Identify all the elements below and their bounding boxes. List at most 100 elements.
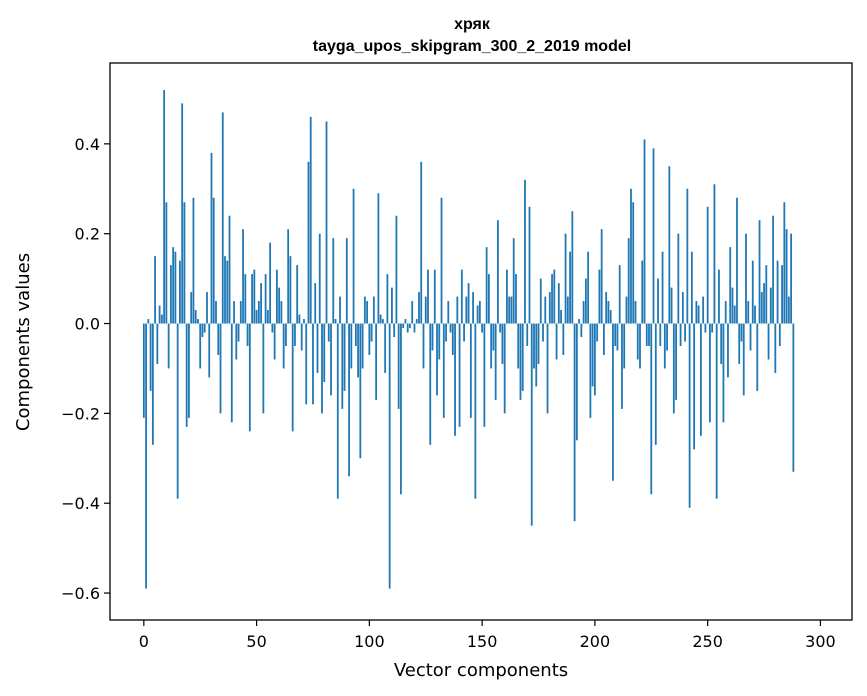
bar-165 bbox=[515, 274, 517, 324]
bar-94 bbox=[354, 323, 357, 346]
bar-256 bbox=[720, 323, 723, 364]
chart-subtitle: tayga_upos_skipgram_300_2_2019 model bbox=[313, 38, 631, 55]
bar-212 bbox=[621, 323, 623, 409]
bar-210 bbox=[616, 323, 619, 351]
y-tick-label: 0.4 bbox=[75, 135, 100, 154]
bar-285 bbox=[785, 229, 788, 324]
bar-14 bbox=[174, 251, 177, 324]
bar-53 bbox=[262, 323, 265, 414]
bar-194 bbox=[580, 323, 583, 338]
bar-63 bbox=[285, 323, 287, 346]
bar-277 bbox=[767, 323, 770, 360]
bar-287 bbox=[790, 233, 792, 324]
bar-188 bbox=[566, 296, 569, 324]
x-tick-label: 250 bbox=[692, 632, 723, 651]
bar-74 bbox=[309, 116, 312, 324]
bar-219 bbox=[636, 323, 639, 360]
bar-49 bbox=[253, 269, 256, 324]
bar-35 bbox=[221, 112, 224, 324]
bar-217 bbox=[632, 202, 635, 324]
bar-82 bbox=[327, 323, 330, 342]
bar-246 bbox=[697, 305, 700, 324]
bar-248 bbox=[702, 296, 705, 324]
bar-207 bbox=[609, 310, 612, 324]
bar-175 bbox=[537, 323, 540, 364]
bar-222 bbox=[643, 139, 646, 324]
bar-24 bbox=[197, 319, 199, 324]
bar-100 bbox=[368, 323, 371, 355]
bar-259 bbox=[727, 323, 729, 378]
bar-146 bbox=[472, 292, 474, 324]
bar-176 bbox=[539, 278, 542, 324]
bar-179 bbox=[546, 323, 549, 414]
bar-218 bbox=[634, 301, 637, 324]
plot-area-frame bbox=[109, 62, 853, 621]
bar-37 bbox=[226, 260, 229, 324]
bar-185 bbox=[560, 310, 562, 324]
bar-202 bbox=[598, 269, 601, 324]
bar-11 bbox=[167, 323, 170, 369]
y-tick-label: −0.2 bbox=[61, 404, 100, 423]
bar-91 bbox=[348, 323, 350, 477]
bar-27 bbox=[203, 323, 206, 333]
bar-109 bbox=[388, 323, 391, 589]
bar-162 bbox=[508, 296, 511, 324]
bar-1 bbox=[145, 323, 147, 589]
bar-235 bbox=[672, 323, 675, 414]
bar-157 bbox=[497, 220, 499, 324]
bar-77 bbox=[316, 323, 319, 373]
bar-20 bbox=[188, 323, 190, 418]
bar-183 bbox=[555, 323, 558, 360]
bar-288 bbox=[792, 323, 795, 472]
bar-76 bbox=[314, 283, 317, 324]
bar-36 bbox=[224, 256, 226, 324]
bar-240 bbox=[684, 323, 686, 342]
bar-4 bbox=[151, 323, 154, 445]
bar-147 bbox=[474, 323, 477, 499]
bar-170 bbox=[526, 323, 529, 346]
bar-166 bbox=[517, 323, 520, 369]
x-axis-label: Vector components bbox=[394, 660, 568, 681]
bar-245 bbox=[695, 301, 698, 324]
bar-26 bbox=[201, 323, 204, 338]
bar-211 bbox=[618, 265, 621, 324]
bar-278 bbox=[769, 287, 772, 324]
bar-88 bbox=[341, 323, 344, 409]
bar-75 bbox=[312, 323, 314, 405]
bar-99 bbox=[366, 301, 368, 324]
bar-233 bbox=[668, 166, 671, 324]
bar-58 bbox=[273, 323, 276, 360]
bar-199 bbox=[591, 323, 594, 387]
bar-230 bbox=[661, 251, 664, 324]
bar-12 bbox=[169, 265, 172, 324]
bar-257 bbox=[722, 323, 725, 423]
bar-155 bbox=[492, 323, 495, 351]
bar-124 bbox=[422, 323, 425, 369]
bar-250 bbox=[706, 206, 709, 324]
bar-126 bbox=[427, 269, 429, 324]
bar-201 bbox=[596, 323, 599, 342]
x-tick-label: 200 bbox=[580, 632, 611, 651]
bar-226 bbox=[652, 148, 655, 324]
bar-209 bbox=[614, 323, 617, 346]
bar-69 bbox=[298, 314, 301, 324]
bar-254 bbox=[715, 323, 718, 499]
y-tick-label: 0.2 bbox=[75, 225, 100, 244]
bar-137 bbox=[451, 323, 454, 355]
bar-196 bbox=[584, 278, 587, 324]
bar-247 bbox=[699, 323, 702, 436]
bar-232 bbox=[666, 323, 668, 351]
bar-208 bbox=[612, 323, 614, 481]
bar-228 bbox=[657, 278, 659, 324]
bar-275 bbox=[763, 283, 765, 324]
bar-30 bbox=[210, 152, 213, 324]
bar-98 bbox=[363, 296, 366, 324]
bar-131 bbox=[438, 323, 441, 360]
bar-286 bbox=[787, 296, 790, 324]
bar-258 bbox=[724, 301, 727, 324]
bar-180 bbox=[548, 292, 551, 324]
bar-48 bbox=[251, 274, 253, 324]
bar-84 bbox=[332, 238, 335, 324]
bar-101 bbox=[370, 323, 373, 342]
